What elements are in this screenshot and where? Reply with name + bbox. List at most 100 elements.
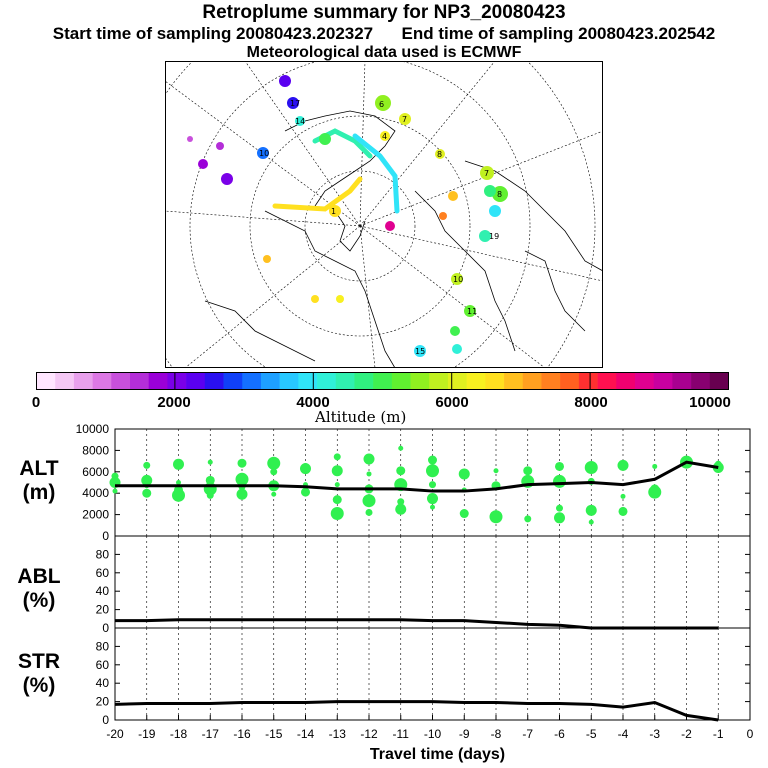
colorbar [36, 372, 729, 390]
sampling-times: Start time of sampling 20080423.202327 E… [0, 24, 768, 44]
plume-number: 17 [290, 99, 300, 108]
altitude-point [301, 487, 310, 497]
colorbar-axis-label: Altitude (m) [315, 408, 407, 426]
plume-number: 11 [467, 307, 477, 316]
colorbar-tick-label: 10000 [689, 394, 731, 411]
altitude-point [363, 453, 375, 465]
abl-panel-label: ABL (%) [4, 565, 74, 613]
colorbar-cell [55, 372, 75, 390]
colorbar-cell [672, 372, 692, 390]
end-time-label: End time of sampling 20080423.202542 [401, 24, 716, 43]
y-tick-label: 60 [96, 566, 110, 580]
colorbar-cell [335, 372, 355, 390]
met-data-label: Meteorological data used is ECMWF [246, 44, 522, 61]
colorbar-cell [709, 372, 729, 390]
colorbar-cell [260, 372, 280, 390]
altitude-point [652, 463, 658, 469]
colorbar-cell [653, 372, 673, 390]
altitude-point [302, 462, 309, 470]
altitude-point [332, 495, 342, 505]
x-tick-label: -15 [265, 727, 283, 741]
x-tick-label: -5 [586, 727, 597, 741]
altitude-point [523, 466, 533, 476]
plume-number: 10 [259, 149, 269, 158]
altitude-point [334, 482, 340, 488]
plume-number: 15 [415, 347, 425, 356]
altitude-point [112, 488, 118, 494]
altitude-point [331, 465, 343, 477]
colorbar-cell [223, 372, 243, 390]
alt-panel: 0 2000 4000 6000 8000 10000 [76, 422, 751, 543]
colorbar-cell [541, 372, 561, 390]
y-tick-label: 20 [96, 603, 110, 617]
colorbar-cell [92, 372, 112, 390]
altitude-point [555, 461, 564, 471]
x-tick-label: -12 [360, 727, 378, 741]
colorbar-cell [429, 372, 449, 390]
altitude-point [650, 484, 660, 494]
altitude-point [365, 508, 373, 516]
y-tick-label: 40 [96, 584, 110, 598]
colorbar-cell [485, 372, 505, 390]
x-tick-label: -9 [459, 727, 470, 741]
y-tick-label: 60 [96, 658, 110, 672]
x-tick-label: -20 [106, 727, 124, 741]
colorbar-cell [560, 372, 580, 390]
altitude-point [330, 507, 344, 521]
plume-number: 14 [295, 117, 305, 126]
y-tick-label: 0 [102, 621, 109, 635]
colorbar-cell [36, 372, 56, 390]
altitude-point [397, 498, 405, 506]
altitude-point [235, 472, 249, 486]
x-tick-label: -4 [618, 727, 629, 741]
plume-number: 19 [489, 232, 499, 241]
altitude-point [267, 456, 281, 470]
plume-number: 6 [379, 100, 384, 109]
x-tick-label: -11 [393, 727, 410, 741]
altitude-point [428, 455, 437, 465]
plume-labels: 17 10 6 7 4 8 7 8 19 10 11 15 1 14 [259, 99, 502, 356]
colorbar-cell [204, 372, 224, 390]
y-tick-label: 80 [96, 547, 110, 561]
colorbar-cell [279, 372, 299, 390]
colorbar-cells [36, 372, 729, 390]
altitude-point [398, 445, 404, 451]
colorbar-cell [447, 372, 467, 390]
colorbar-tick-label: 6000 [435, 394, 469, 411]
alt-unit-line: (m) [22, 481, 56, 504]
alt-label-line: ALT [19, 457, 59, 480]
altitude-point [493, 468, 499, 474]
altitude-point [207, 459, 213, 465]
altitude-point [584, 461, 598, 475]
colorbar-cell [504, 372, 524, 390]
altitude-point [554, 512, 565, 524]
altitude-point [236, 488, 248, 500]
start-time-label: Start time of sampling 20080423.202327 [52, 24, 374, 43]
altitude-point [556, 504, 563, 512]
altitude-point [176, 480, 181, 485]
colorbar-cell [391, 372, 411, 390]
x-tick-label: -7 [522, 727, 533, 741]
altitude-point [362, 494, 376, 508]
altitude-point [427, 493, 438, 505]
altitude-point [459, 509, 469, 519]
x-tick-label: -3 [649, 727, 660, 741]
abl-unit-line: (%) [22, 589, 56, 612]
altitude-point [111, 472, 119, 480]
abl-line [115, 618, 719, 630]
y-tick-label: 4000 [82, 486, 109, 500]
str-line [114, 700, 719, 722]
y-tick-label: 20 [96, 695, 110, 709]
plume-number: 8 [437, 150, 442, 159]
altitude-point [429, 481, 436, 489]
altitude-point [396, 466, 406, 476]
time-series-panels: 0 2000 4000 6000 8000 10000 0 20 40 60 80 0 20 40 60 80… [76, 422, 754, 763]
y-tick-label: 6000 [82, 465, 109, 479]
altitude-point [618, 506, 628, 516]
map-grid [165, 61, 603, 368]
y-tick-label: 40 [96, 676, 110, 690]
altitude-point [173, 458, 184, 470]
colorbar-cell [354, 372, 374, 390]
x-tick-label: -13 [329, 727, 347, 741]
str-panel-label: STR (%) [4, 650, 74, 698]
